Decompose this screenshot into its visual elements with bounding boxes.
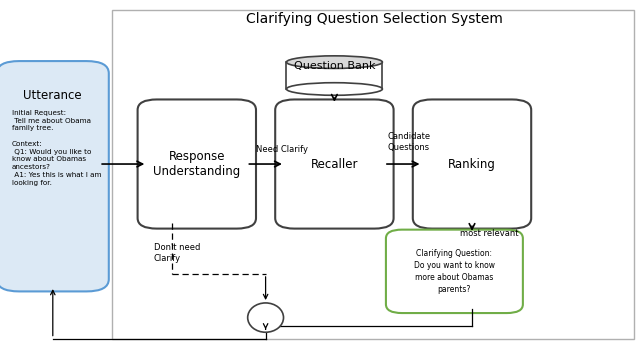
Text: Response
Understanding: Response Understanding	[153, 150, 241, 178]
FancyBboxPatch shape	[112, 10, 634, 339]
FancyBboxPatch shape	[0, 61, 109, 291]
Text: Need Clarify: Need Clarify	[256, 144, 308, 154]
Text: Clarifying Question Selection System: Clarifying Question Selection System	[246, 12, 503, 26]
FancyBboxPatch shape	[275, 99, 394, 229]
Text: Recaller: Recaller	[310, 157, 358, 171]
Text: Initial Request:
 Tell me about Obama
family tree.

Context:
 Q1: Would you like: Initial Request: Tell me about Obama fam…	[12, 110, 101, 186]
Text: Utterance: Utterance	[24, 89, 82, 102]
FancyBboxPatch shape	[386, 230, 523, 313]
Text: Question Bank: Question Bank	[294, 61, 375, 71]
Text: most relevant: most relevant	[460, 229, 518, 238]
Ellipse shape	[248, 303, 284, 332]
Bar	[287, 62, 383, 89]
Text: Candidate
Questions: Candidate Questions	[387, 132, 430, 152]
FancyBboxPatch shape	[413, 99, 531, 229]
Ellipse shape	[287, 56, 383, 68]
FancyBboxPatch shape	[138, 99, 256, 229]
Text: Clarifying Question:
Do you want to know
more about Obamas
parents?: Clarifying Question: Do you want to know…	[414, 249, 495, 294]
Text: Ranking: Ranking	[448, 157, 496, 171]
Text: Don't need
Clarify: Don't need Clarify	[154, 243, 200, 263]
Ellipse shape	[287, 83, 383, 95]
